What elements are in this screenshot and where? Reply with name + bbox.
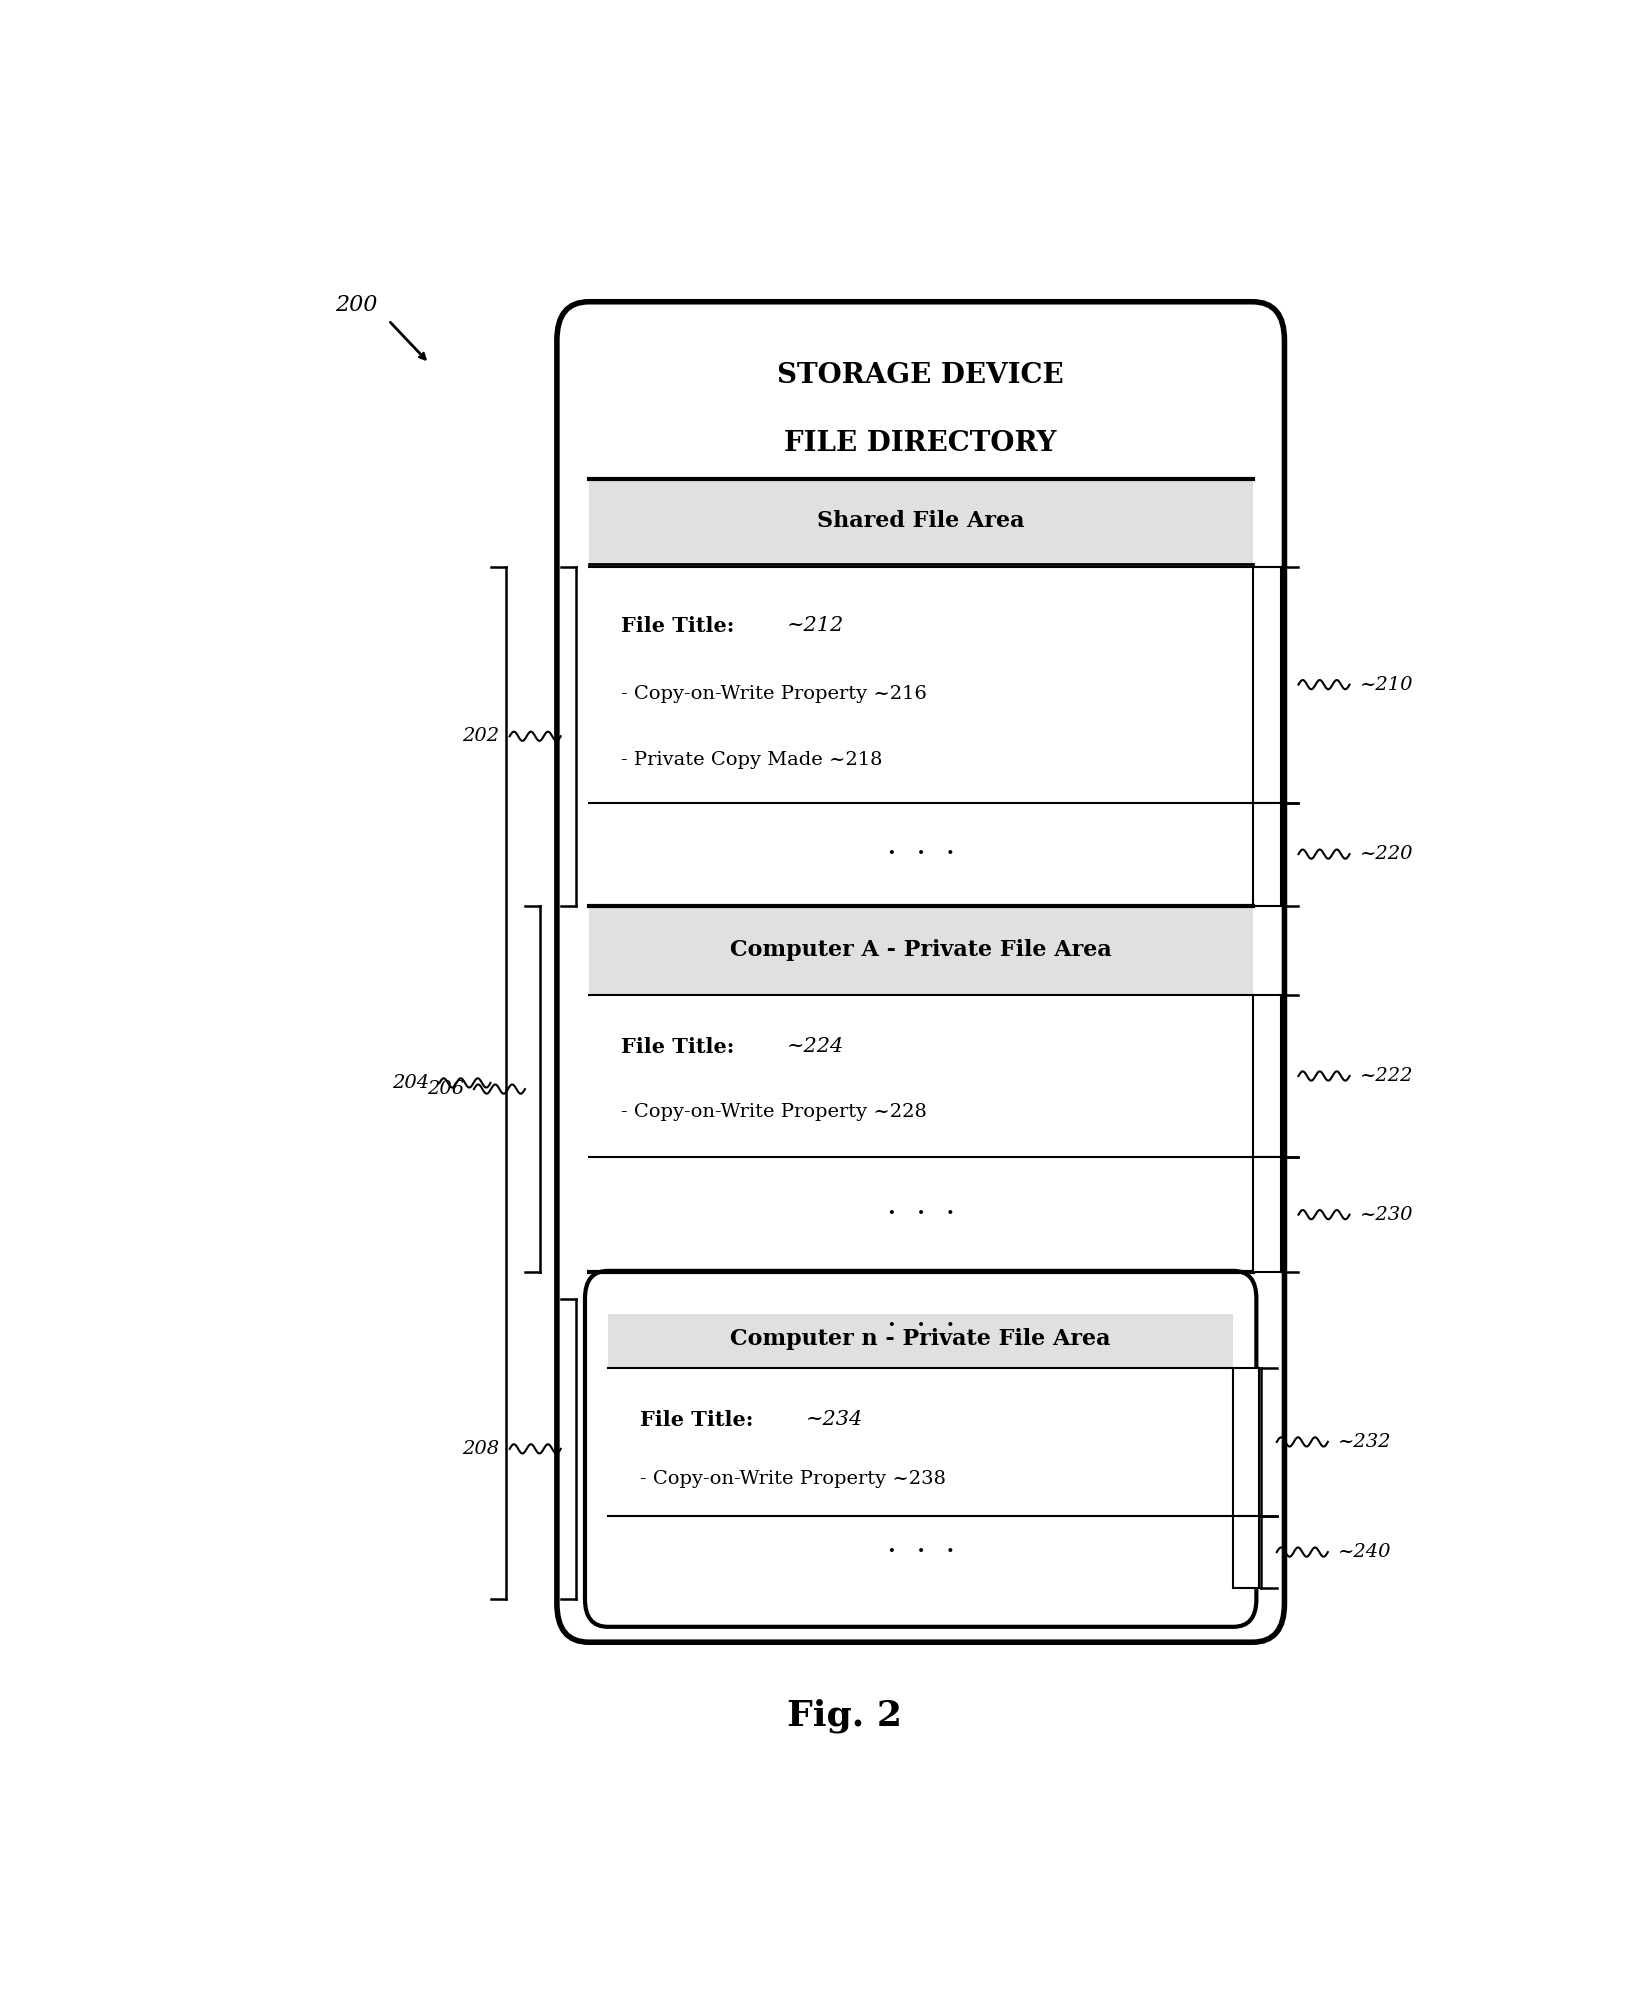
Text: ~212: ~212 <box>787 616 843 634</box>
Text: 204: 204 <box>392 1075 430 1093</box>
Text: ·  ·  ·: · · · <box>886 1311 955 1343</box>
Text: Shared File Area: Shared File Area <box>817 510 1024 532</box>
Text: - Private Copy Made ~218: - Private Copy Made ~218 <box>621 750 883 768</box>
Bar <box>608 1315 1234 1369</box>
Text: ·  ·  ·: · · · <box>886 1199 955 1231</box>
Text: Computer n - Private File Area: Computer n - Private File Area <box>730 1329 1112 1351</box>
Bar <box>590 478 1253 564</box>
Text: File Title:: File Title: <box>639 1411 753 1431</box>
Text: ~222: ~222 <box>1360 1067 1413 1085</box>
FancyBboxPatch shape <box>557 302 1285 1643</box>
Text: FILE DIRECTORY: FILE DIRECTORY <box>784 430 1057 456</box>
Text: File Title:: File Title: <box>621 616 735 636</box>
Text: ~234: ~234 <box>805 1411 863 1429</box>
FancyBboxPatch shape <box>585 1271 1257 1627</box>
Text: 208: 208 <box>463 1441 499 1459</box>
Text: File Title:: File Title: <box>621 1037 735 1057</box>
Text: - Copy-on-Write Property ~228: - Copy-on-Write Property ~228 <box>621 1103 927 1121</box>
Text: Computer A - Private File Area: Computer A - Private File Area <box>730 938 1112 960</box>
Text: 200: 200 <box>336 294 377 316</box>
Text: ~210: ~210 <box>1360 676 1413 694</box>
Text: ~220: ~220 <box>1360 844 1413 862</box>
Bar <box>1234 1517 1258 1589</box>
Bar <box>1253 566 1281 802</box>
Text: Fig. 2: Fig. 2 <box>787 1699 901 1733</box>
Bar <box>1253 802 1281 906</box>
Text: ~224: ~224 <box>787 1037 843 1057</box>
Bar <box>1234 1369 1258 1517</box>
Text: ·  ·  ·: · · · <box>886 838 955 870</box>
Text: ~232: ~232 <box>1337 1433 1392 1451</box>
Text: ·  ·  ·: · · · <box>886 1537 955 1567</box>
Bar <box>590 906 1253 994</box>
Bar <box>1253 1157 1281 1273</box>
Text: STORAGE DEVICE: STORAGE DEVICE <box>777 362 1064 390</box>
Text: - Copy-on-Write Property ~216: - Copy-on-Write Property ~216 <box>621 684 927 702</box>
Text: - Copy-on-Write Property ~238: - Copy-on-Write Property ~238 <box>639 1471 945 1489</box>
Text: ~230: ~230 <box>1360 1207 1413 1225</box>
Text: 202: 202 <box>463 726 499 744</box>
Text: 206: 206 <box>427 1081 464 1099</box>
Bar <box>1253 994 1281 1157</box>
Text: ~240: ~240 <box>1337 1543 1392 1561</box>
